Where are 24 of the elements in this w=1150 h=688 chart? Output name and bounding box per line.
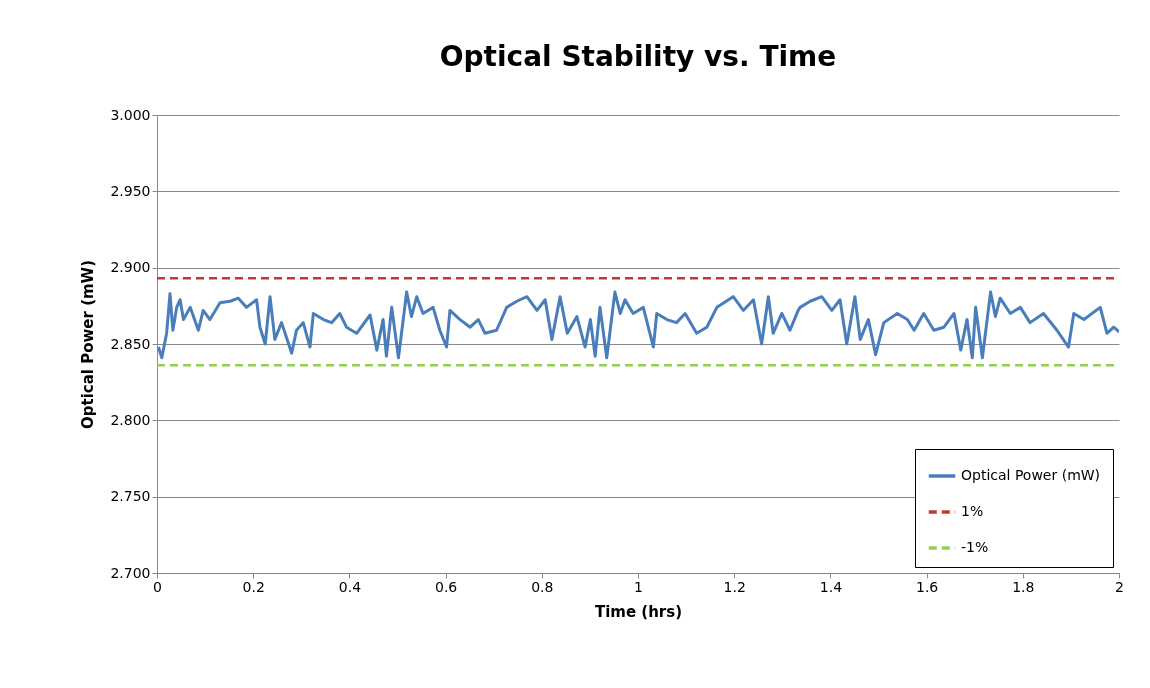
y-tick-label: 3.000 — [110, 106, 151, 123]
y-tick-label: 2.900 — [110, 259, 151, 276]
x-tick-label: 1.6 — [915, 578, 939, 595]
x-tick-label: 2 — [1115, 578, 1124, 595]
x-tick-label: 1.2 — [723, 578, 746, 595]
x-tick-label: 0 — [153, 578, 162, 595]
y-tick-label: 2.850 — [110, 335, 151, 352]
y-tick-label: 2.800 — [110, 411, 151, 428]
x-tick-label: 0.6 — [434, 578, 458, 595]
x-tick-label: 0.2 — [242, 578, 265, 595]
x-tick-label: 1 — [634, 578, 643, 595]
x-tick-label: 0.8 — [531, 578, 554, 595]
x-tick-label: 1.4 — [819, 578, 843, 595]
x-axis-title: Time (hrs) — [594, 602, 683, 621]
y-tick-label: 2.700 — [110, 564, 151, 581]
x-tick-label: 0.4 — [338, 578, 362, 595]
y-tick-label: 2.750 — [110, 488, 151, 505]
legend-label: Optical Power (mW) — [961, 467, 1101, 483]
y-axis-title: Optical Power (mW) — [79, 259, 98, 430]
y-tick-label: 2.950 — [110, 182, 151, 199]
legend-label: 1% — [961, 503, 984, 519]
x-tick-label: 1.8 — [1012, 578, 1035, 595]
legend-label: -1% — [961, 539, 989, 555]
chart-title: Optical Stability vs. Time — [439, 40, 837, 73]
